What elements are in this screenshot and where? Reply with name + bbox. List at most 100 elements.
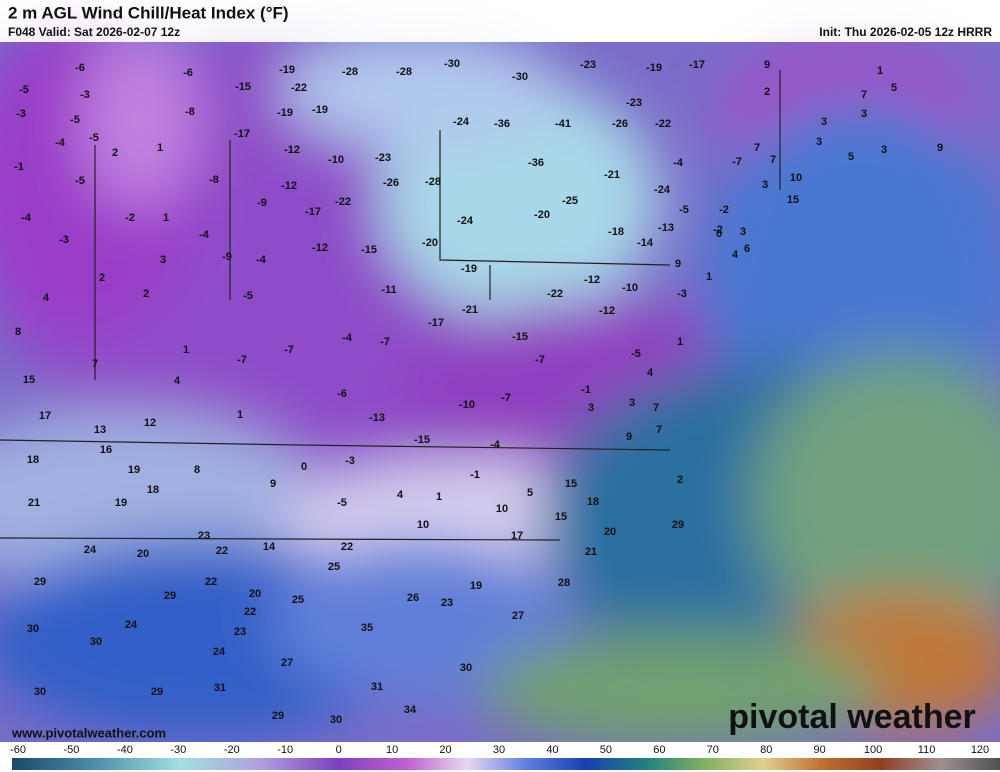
station-value: -15 xyxy=(512,331,528,343)
station-value: 23 xyxy=(234,626,246,638)
colorbar-tick-label: 10 xyxy=(386,744,398,756)
station-value: -7 xyxy=(284,344,294,356)
station-value: 9 xyxy=(937,142,943,154)
station-value: 7 xyxy=(92,358,98,370)
station-value: 15 xyxy=(23,374,35,386)
station-value: 1 xyxy=(183,344,189,356)
station-value: -3 xyxy=(59,234,69,246)
station-value: -23 xyxy=(375,152,391,164)
station-value: 4 xyxy=(647,367,654,379)
station-value: 9 xyxy=(675,258,681,270)
station-value: 3 xyxy=(762,179,768,191)
station-value: 12 xyxy=(144,417,156,429)
station-value: 30 xyxy=(90,636,102,648)
colorbar-tick-label: -10 xyxy=(277,744,293,756)
colorbar-tick-label: 90 xyxy=(814,744,826,756)
station-value: 22 xyxy=(244,606,256,618)
station-value: 17 xyxy=(39,410,51,422)
station-value: -11 xyxy=(381,284,396,296)
colorbar-tick-label: 50 xyxy=(600,744,612,756)
station-value: -1 xyxy=(14,161,24,173)
colorbar-tick-label: 40 xyxy=(546,744,558,756)
station-value: 19 xyxy=(115,497,127,509)
station-value: -3 xyxy=(80,89,90,101)
station-value: -26 xyxy=(612,118,628,130)
station-value: -5 xyxy=(75,175,85,187)
colorbar-tick-label: 110 xyxy=(918,744,936,756)
station-value: 7 xyxy=(656,424,662,436)
station-value: 9 xyxy=(270,478,276,490)
station-value: 1 xyxy=(706,271,712,283)
station-value: -4 xyxy=(673,157,684,169)
title: 2 m AGL Wind Chill/Heat Index (°F) xyxy=(8,3,289,22)
station-value: -22 xyxy=(291,82,307,94)
station-value: 9 xyxy=(626,431,632,443)
station-value: 20 xyxy=(137,548,149,560)
station-value: -10 xyxy=(328,154,344,166)
station-value: -3 xyxy=(16,108,26,120)
station-value: -4 xyxy=(256,254,267,266)
station-value: -12 xyxy=(284,144,300,156)
station-value: 22 xyxy=(216,545,228,557)
station-value: 15 xyxy=(787,194,799,206)
station-value: 14 xyxy=(263,541,276,553)
station-value: -21 xyxy=(462,304,478,316)
station-value: -28 xyxy=(425,176,441,188)
station-value: 9 xyxy=(764,59,770,71)
colorbar-ticks: -60 -50 -40 -30 -20 -10 0 10 20 30 40 50 60 70 80 90 100… xyxy=(10,744,989,756)
station-value: 8 xyxy=(15,326,21,338)
station-value: -10 xyxy=(459,399,475,411)
colorbar xyxy=(12,758,1000,770)
colorbar-tick-label: -50 xyxy=(63,744,79,756)
station-value: 4 xyxy=(397,489,404,501)
station-value: -10 xyxy=(622,282,638,294)
station-value: -30 xyxy=(512,71,528,83)
logo: pivotal weather xyxy=(728,698,976,736)
station-value: -15 xyxy=(361,244,377,256)
station-value: -5 xyxy=(19,84,29,96)
station-value: -5 xyxy=(89,132,99,144)
station-value: -13 xyxy=(658,222,674,234)
station-value: 5 xyxy=(848,151,854,163)
station-value: 10 xyxy=(496,503,508,515)
colorbar-tick-label: 80 xyxy=(760,744,772,756)
station-value: -17 xyxy=(689,59,705,71)
station-value: 5 xyxy=(891,82,897,94)
station-value: -21 xyxy=(604,169,620,181)
station-value: 29 xyxy=(151,686,163,698)
station-value: 7 xyxy=(754,142,760,154)
station-value: 1 xyxy=(436,491,442,503)
station-value: 2 xyxy=(677,474,683,486)
station-value: 1 xyxy=(877,65,883,77)
station-value: 8 xyxy=(194,464,200,476)
colorbar-tick-label: 60 xyxy=(653,744,665,756)
station-value: 3 xyxy=(629,397,635,409)
station-value: -24 xyxy=(453,116,470,128)
colorbar-tick-label: -60 xyxy=(10,744,26,756)
station-value: -4 xyxy=(21,212,32,224)
colorbar-tick-label: -20 xyxy=(224,744,240,756)
station-value: -26 xyxy=(383,177,399,189)
station-value: 4 xyxy=(732,249,739,261)
station-value: 6 xyxy=(744,243,750,255)
station-value: -15 xyxy=(235,81,251,93)
station-value: -4 xyxy=(55,137,66,149)
station-value: 29 xyxy=(34,576,46,588)
station-value: 19 xyxy=(128,464,140,476)
station-value: 4 xyxy=(43,292,50,304)
station-value: -12 xyxy=(584,274,600,286)
station-value: -6 xyxy=(183,67,193,79)
colorbar-tick-label: -30 xyxy=(170,744,186,756)
station-value: -23 xyxy=(580,59,596,71)
station-value: -28 xyxy=(396,66,412,78)
station-value: -12 xyxy=(312,242,328,254)
station-value: -22 xyxy=(547,288,563,300)
station-value: -13 xyxy=(369,412,385,424)
station-value: 3 xyxy=(160,254,166,266)
station-value: 18 xyxy=(587,496,599,508)
station-labels: -6-5 -3-6 -19 -28 -28-30-30-23 -19 -17 9 1-3 -5-1… xyxy=(14,58,943,726)
station-value: 1 xyxy=(163,212,169,224)
station-value: 21 xyxy=(585,546,597,558)
station-value: -23 xyxy=(626,97,642,109)
station-value: 1 xyxy=(157,142,163,154)
